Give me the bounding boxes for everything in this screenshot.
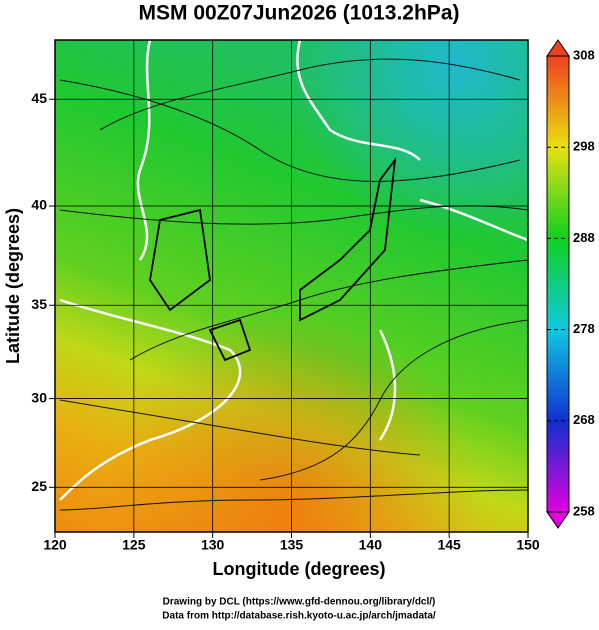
title: MSM 00Z07Jun2026 (1013.2hPa) [139, 2, 460, 25]
coastline [149, 156, 397, 362]
y-axis-label: Latitude (degrees) [3, 208, 23, 364]
contour [378, 329, 397, 441]
plot-frame [54, 39, 529, 533]
x-tick-label: 140 [359, 537, 383, 553]
y-tick-label: 40 [31, 197, 47, 213]
contour [59, 298, 242, 501]
colorbar [546, 55, 570, 513]
contour [136, 39, 152, 261]
x-axis-label: Longitude (degrees) [212, 559, 385, 579]
contour [296, 39, 421, 161]
x-tick-label: 135 [280, 537, 304, 553]
y-tick-label: 30 [31, 389, 47, 405]
colorbar-tick-label: 288 [573, 230, 595, 245]
x-tick-label: 130 [201, 537, 225, 553]
y-tick-label: 35 [31, 296, 47, 312]
colorbar-tick-label: 278 [573, 321, 595, 336]
streamline [99, 58, 521, 131]
x-tick-label: 120 [43, 537, 67, 553]
credit: Data from http://database.rish.kyoto-u.a… [162, 611, 436, 622]
colorbar-tick-label: 308 [573, 47, 595, 62]
streamline [259, 319, 529, 481]
x-tick-label: 125 [122, 537, 146, 553]
colorbar-end [546, 39, 570, 57]
credit: Drawing by DCL (https://www.gfd-dennou.o… [163, 597, 436, 608]
colorbar-tick-label: 298 [573, 139, 595, 154]
y-tick-label: 45 [31, 90, 47, 106]
y-tick-label: 25 [31, 478, 47, 494]
x-tick-label: 145 [437, 537, 461, 553]
contour [419, 198, 529, 242]
streamline [59, 79, 521, 182]
x-tick-label: 150 [516, 537, 540, 553]
streamline [59, 399, 421, 456]
streamline [59, 489, 529, 511]
colorbar-end [546, 511, 570, 529]
colorbar-tick-label: 268 [573, 412, 595, 427]
colorbar-tick-label: 258 [573, 503, 595, 518]
contours [59, 39, 529, 501]
